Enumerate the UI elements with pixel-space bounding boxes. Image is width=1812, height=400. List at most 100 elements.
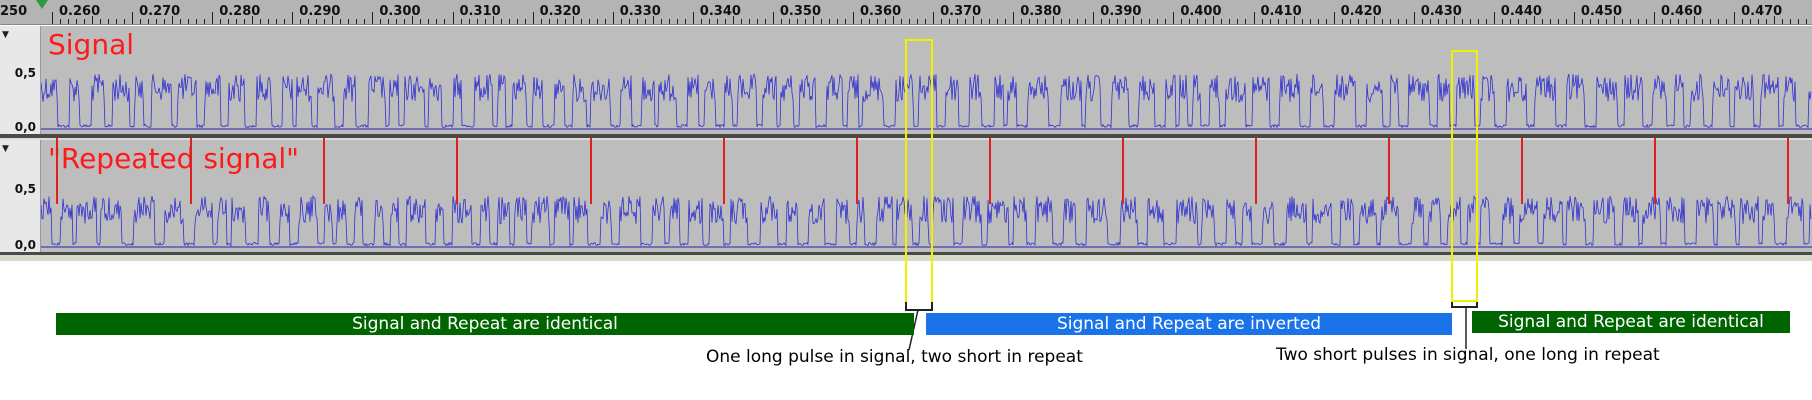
- ruler-minor-tick: [500, 19, 502, 24]
- ruler-tick-label: 0.340: [699, 4, 741, 19]
- ruler-minor-tick: [220, 19, 222, 24]
- waveform-signal[interactable]: [41, 26, 1812, 134]
- ruler-minor-tick: [1710, 19, 1712, 24]
- ruler-minor-tick: [204, 19, 206, 24]
- ruler-minor-tick: [1670, 19, 1672, 24]
- ruler-minor-tick: [1293, 16, 1295, 24]
- ruler-minor-tick: [444, 19, 446, 24]
- ruler-minor-tick: [1037, 19, 1039, 24]
- ruler-minor-tick: [1726, 19, 1728, 24]
- ruler-minor-tick: [909, 19, 911, 24]
- track-control-panel[interactable]: ▼ 0,5 0,0: [0, 26, 41, 134]
- ruler-minor-tick: [68, 19, 70, 24]
- ruler-tick-label: 0.460: [1661, 4, 1703, 19]
- ruler-minor-tick: [1445, 19, 1447, 24]
- ruler-minor-tick: [708, 19, 710, 24]
- ruler-minor-tick: [1525, 19, 1527, 24]
- ruler-minor-tick: [668, 19, 670, 24]
- ruler-minor-tick: [116, 19, 118, 24]
- ruler-minor-tick: [196, 19, 198, 24]
- ruler-minor-tick: [844, 19, 846, 24]
- ruler-minor-tick: [572, 16, 574, 24]
- ruler-minor-tick: [148, 19, 150, 24]
- ruler-minor-tick: [1453, 16, 1455, 24]
- ruler-tick-label: 0.380: [1020, 4, 1062, 19]
- ruler-tick-label: 0.420: [1340, 4, 1382, 19]
- ruler-minor-tick: [820, 19, 822, 24]
- waveform-path: [41, 194, 1812, 248]
- ruler-major-tick: [1413, 12, 1415, 24]
- track-menu-arrow-icon[interactable]: ▼: [2, 144, 9, 154]
- ruler-minor-tick: [973, 16, 975, 24]
- ruler-tick-label: 0.320: [539, 4, 581, 19]
- ruler-minor-tick: [1469, 19, 1471, 24]
- ruler-major-tick: [1654, 12, 1655, 24]
- ruler-minor-tick: [1053, 16, 1055, 24]
- waveform-repeated-signal[interactable]: [41, 140, 1812, 252]
- ruler-minor-tick: [1045, 19, 1047, 24]
- ruler-minor-tick: [1629, 19, 1631, 24]
- ruler-minor-tick: [1141, 19, 1143, 24]
- ruler-minor-tick: [1613, 16, 1615, 24]
- ruler-major-tick: [1173, 12, 1175, 24]
- ruler-minor-tick: [388, 19, 390, 24]
- ruler-tick-label: 0.330: [619, 4, 661, 19]
- timeline-ruler[interactable]: 250 0.260 0.270 0.280 0.290 0.300 0.310 0.320 0…: [0, 0, 1812, 25]
- playhead-marker-icon[interactable]: [36, 0, 48, 9]
- ruler-minor-tick: [716, 19, 718, 24]
- ruler-minor-tick: [332, 16, 334, 24]
- ruler-tick-label: 0.470: [1741, 4, 1783, 19]
- ruler-minor-tick: [428, 19, 430, 24]
- vertical-scale-label-zero: 0,0: [14, 120, 36, 134]
- ruler-minor-tick: [917, 19, 919, 24]
- highlight-box: [1451, 50, 1478, 302]
- ruler-tick-label: 0.430: [1420, 4, 1462, 19]
- ruler-tick-label: 0.300: [379, 4, 421, 19]
- track-control-panel[interactable]: ▼ 0,5 0,0: [0, 140, 41, 252]
- ruler-minor-tick: [1605, 19, 1607, 24]
- ruler-minor-tick: [877, 19, 879, 24]
- ruler-minor-tick: [764, 19, 766, 24]
- ruler-minor-tick: [684, 19, 686, 24]
- ruler-minor-tick: [1085, 19, 1087, 24]
- ruler-minor-tick: [276, 19, 278, 24]
- ruler-minor-tick: [124, 19, 126, 24]
- ruler-minor-tick: [484, 19, 486, 24]
- ruler-minor-tick: [1758, 19, 1760, 24]
- ruler-minor-tick: [1317, 19, 1319, 24]
- ruler-minor-tick: [1349, 19, 1351, 24]
- ruler-minor-tick: [1181, 19, 1183, 24]
- ruler-minor-tick: [1790, 19, 1792, 24]
- ruler-minor-tick: [1221, 19, 1223, 24]
- ruler-minor-tick: [1269, 19, 1271, 24]
- ruler-minor-tick: [100, 19, 102, 24]
- ruler-minor-tick: [1437, 19, 1439, 24]
- ruler-minor-tick: [1477, 19, 1479, 24]
- ruler-minor-tick: [1798, 19, 1800, 24]
- ruler-major-tick: [212, 12, 214, 24]
- ruler-tick-label: 0.360: [860, 4, 902, 19]
- ruler-major-tick: [933, 12, 935, 24]
- ruler-major-tick: [1734, 12, 1736, 24]
- ruler-major-tick: [52, 12, 53, 24]
- ruler-minor-tick: [925, 19, 927, 24]
- ruler-minor-tick: [1501, 19, 1503, 24]
- ruler-minor-tick: [1461, 19, 1463, 24]
- ruler-minor-tick: [516, 19, 518, 24]
- ruler-minor-tick: [997, 19, 999, 24]
- ruler-minor-tick: [284, 19, 286, 24]
- ruler-minor-tick: [628, 19, 630, 24]
- ruler-minor-tick: [1021, 19, 1023, 24]
- ruler-minor-tick: [1678, 19, 1680, 24]
- ruler-minor-tick: [1405, 19, 1407, 24]
- ruler-minor-tick: [1125, 19, 1127, 24]
- ruler-minor-tick: [316, 19, 318, 24]
- waveform-path: [41, 72, 1812, 129]
- ruler-minor-tick: [1421, 19, 1423, 24]
- track-menu-arrow-icon[interactable]: ▼: [2, 30, 9, 40]
- ruler-tick-label: 0.410: [1260, 4, 1302, 19]
- ruler-minor-tick: [1702, 19, 1704, 24]
- ruler-minor-tick: [60, 19, 61, 24]
- ruler-minor-tick: [981, 19, 983, 24]
